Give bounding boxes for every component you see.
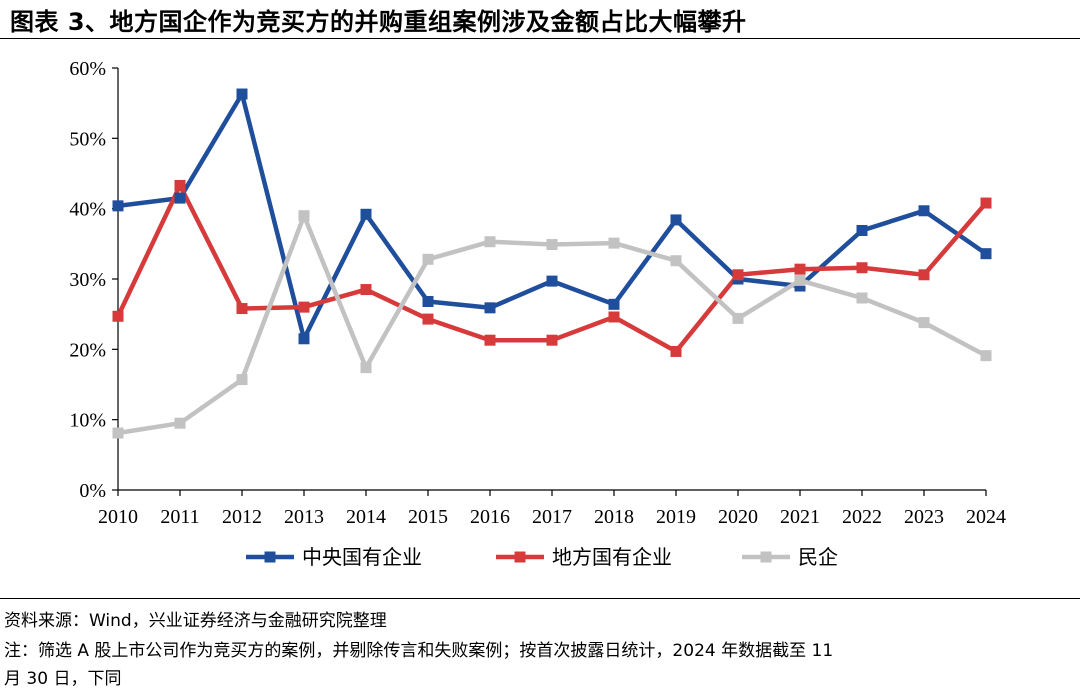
series-2-point	[608, 311, 620, 323]
y-tick-label: 40%	[69, 199, 106, 221]
series-3-point	[174, 417, 186, 429]
x-tick-label: 2020	[718, 506, 758, 528]
series-2-point	[422, 313, 434, 325]
series-1-point	[422, 296, 434, 308]
x-tick-label: 2014	[346, 506, 386, 528]
source-note: 资料来源：Wind，兴业证券经济与金融研究院整理	[4, 611, 387, 631]
series-1-point	[236, 88, 248, 100]
y-tick-label: 0%	[79, 480, 106, 502]
series-2-point	[360, 284, 372, 296]
series-1-point	[174, 192, 186, 204]
series-3-point	[112, 427, 124, 439]
legend-swatch-marker	[514, 551, 526, 563]
x-tick-label: 2011	[160, 506, 199, 528]
x-tick-label: 2023	[904, 506, 944, 528]
series-3-point	[422, 253, 434, 265]
footer-divider	[0, 598, 1080, 599]
series-3-point	[298, 210, 310, 222]
series-1-point	[546, 275, 558, 287]
x-tick-label: 2017	[532, 506, 572, 528]
legend-label: 中央国有企业	[302, 545, 422, 569]
y-tick-label: 30%	[69, 269, 106, 291]
title-divider	[0, 38, 1080, 39]
series-2-point	[484, 334, 496, 346]
series-3-point	[546, 239, 558, 251]
series-1-point	[298, 333, 310, 345]
series-3-point	[980, 350, 992, 362]
series-1-point	[918, 205, 930, 217]
y-tick-label: 10%	[69, 410, 106, 432]
series-3-point	[484, 236, 496, 248]
series-3-point	[236, 374, 248, 386]
series-1-point	[112, 200, 124, 212]
series-2-point	[856, 262, 868, 274]
footnote-line-1: 注：筛选 A 股上市公司作为竞买方的案例，并剔除传言和失败案例；按首次披露日统计…	[4, 641, 834, 661]
x-tick-label: 2018	[594, 506, 634, 528]
series-1-point	[980, 248, 992, 260]
series-3-point	[732, 312, 744, 324]
series-3-point	[918, 317, 930, 329]
y-tick-label: 50%	[69, 128, 106, 150]
series-2-point	[732, 269, 744, 281]
y-tick-label: 20%	[69, 339, 106, 361]
x-tick-label: 2015	[408, 506, 448, 528]
x-tick-label: 2013	[284, 506, 324, 528]
x-tick-label: 2016	[470, 506, 510, 528]
series-2-point	[670, 345, 682, 357]
x-tick-label: 2021	[780, 506, 820, 528]
x-tick-label: 2019	[656, 506, 696, 528]
series-line-1	[117, 91, 988, 342]
series-2-point	[174, 179, 186, 191]
x-tick-label: 2010	[98, 506, 138, 528]
series-3-point	[608, 237, 620, 249]
series-1-point	[856, 224, 868, 236]
legend-label: 地方国有企业	[552, 545, 672, 569]
x-tick-label: 2022	[842, 506, 882, 528]
legend-swatch-marker	[760, 551, 772, 563]
y-tick-label: 60%	[69, 58, 106, 80]
series-3-point	[794, 274, 806, 286]
series-2-point	[794, 263, 806, 275]
x-tick-label: 2012	[222, 506, 262, 528]
figure-title: 图表 3、地方国企作为竞买方的并购重组案例涉及金额占比大幅攀升	[10, 8, 747, 36]
series-1-point	[484, 302, 496, 314]
series-3-point	[670, 255, 682, 267]
series-2-point	[236, 303, 248, 315]
legend-swatch-marker	[264, 551, 276, 563]
series-3-point	[856, 292, 868, 304]
x-tick-label: 2024	[966, 506, 1006, 528]
series-1-point	[360, 208, 372, 220]
series-2-point	[298, 301, 310, 313]
line-chart: 0% 10% 20% 30% 40% 50% 60% 2010 2011 2012 2013 2014…	[69, 58, 1006, 569]
series-2-point	[980, 197, 992, 209]
series-2-point	[546, 334, 558, 346]
series-2-point	[112, 310, 124, 322]
footnote-line-2: 月 30 日，下同	[4, 669, 122, 689]
series-line-2	[115, 183, 988, 354]
series-2-point	[918, 269, 930, 281]
series-3-point	[360, 362, 372, 374]
series-1-point	[670, 214, 682, 226]
series-1-point	[794, 280, 806, 292]
legend-label: 民企	[798, 545, 838, 569]
series-1-point	[608, 298, 620, 310]
